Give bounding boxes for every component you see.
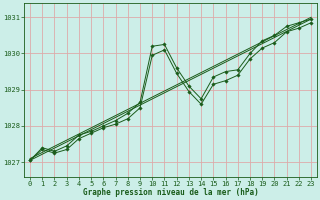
X-axis label: Graphe pression niveau de la mer (hPa): Graphe pression niveau de la mer (hPa) xyxy=(83,188,259,197)
